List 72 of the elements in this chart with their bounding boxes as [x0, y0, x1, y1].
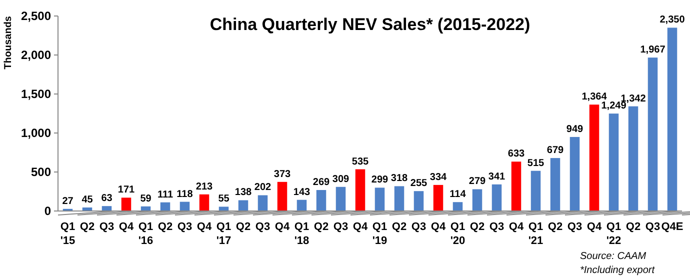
data-label: 515	[527, 158, 545, 169]
x-tick-label: Q4	[196, 221, 212, 233]
x-tick-label: Q1 '18	[294, 221, 310, 247]
data-label: 299	[371, 174, 389, 186]
data-label: 27	[62, 196, 74, 207]
x-tick-label: Q3	[177, 221, 192, 233]
data-label: 143	[293, 186, 311, 198]
x-tick-label: Q1 '19	[372, 221, 388, 247]
data-label: 118	[176, 188, 194, 200]
x-tick-label: Q4	[274, 221, 290, 233]
x-tick-label: Q3	[255, 221, 270, 233]
x-tick-label: Q2	[626, 221, 641, 233]
data-label: 2,350	[660, 14, 686, 26]
y-axis-title: Thousands	[3, 16, 14, 70]
y-tick-label: 500	[30, 165, 52, 180]
x-tick-label: Q4	[352, 221, 368, 233]
data-label: 1,967	[640, 44, 666, 56]
x-tick-label: Q3	[645, 221, 660, 233]
x-tick-label: Q1 '16	[138, 221, 154, 247]
x-tick-label: Q1 '20	[450, 221, 466, 247]
x-tick-label: Q4	[118, 221, 134, 233]
x-tick-label: Q2	[470, 221, 485, 233]
data-label: 202	[254, 182, 272, 194]
data-label: 45	[82, 194, 94, 206]
data-label: 269	[312, 177, 330, 188]
x-tick-label: Q3	[333, 221, 348, 233]
data-label: 1,364	[582, 92, 608, 103]
data-label: 279	[468, 176, 486, 188]
data-label: 309	[332, 174, 350, 185]
data-label: 138	[234, 187, 252, 198]
data-label: 114	[450, 189, 466, 200]
data-label: 171	[118, 184, 136, 196]
x-tick-label: Q4	[508, 221, 524, 233]
x-tick-label: Q1 '15	[60, 221, 76, 247]
x-tick-label: Q1 '22	[606, 221, 622, 247]
chart-title: China Quarterly NEV Sales* (2015-2022)	[210, 15, 530, 34]
y-tick-label: 2,500	[20, 9, 52, 24]
x-tick-label: Q3	[489, 221, 504, 233]
x-tick-label: Q4E	[661, 221, 684, 233]
data-label: 341	[488, 171, 506, 182]
x-tick-label: Q3	[411, 221, 426, 233]
data-label: 59	[140, 193, 152, 204]
data-label: 949	[566, 124, 584, 135]
data-label: 318	[390, 173, 408, 184]
x-tick-label: Q3	[99, 221, 114, 233]
x-tick-label: Q2	[80, 221, 95, 233]
x-tick-label: Q2	[236, 221, 251, 233]
y-tick-label: 1,000	[20, 126, 52, 140]
x-tick-label: Q2	[392, 221, 407, 233]
data-label: 111	[157, 189, 174, 200]
data-label: 334	[430, 172, 448, 183]
data-label: 213	[196, 181, 214, 192]
y-tick-label: 2,000	[20, 48, 52, 62]
x-tick-label: Q2	[548, 221, 563, 233]
x-tick-label: Q2	[314, 221, 329, 233]
x-tick-label: Q4	[430, 221, 446, 233]
y-tick-label: 1,500	[20, 87, 52, 102]
data-label: 255	[410, 178, 428, 190]
data-label: 373	[274, 168, 292, 180]
text: *Including export	[580, 265, 656, 276]
data-label: 633	[508, 148, 526, 160]
x-tick-label: Q4	[586, 221, 602, 233]
x-tick-label: Q1 '17	[216, 221, 232, 247]
data-label: 63	[101, 193, 113, 204]
data-label: 535	[352, 156, 370, 168]
y-tick-label: 0	[44, 204, 52, 218]
data-label: 679	[546, 145, 564, 156]
data-label: 55	[218, 194, 230, 205]
x-tick-label: Q1 '21	[528, 221, 544, 247]
source-note: Source: CAAM	[580, 251, 647, 262]
x-tick-label: Q2	[158, 221, 173, 233]
x-tick-label: Q3	[567, 221, 582, 233]
